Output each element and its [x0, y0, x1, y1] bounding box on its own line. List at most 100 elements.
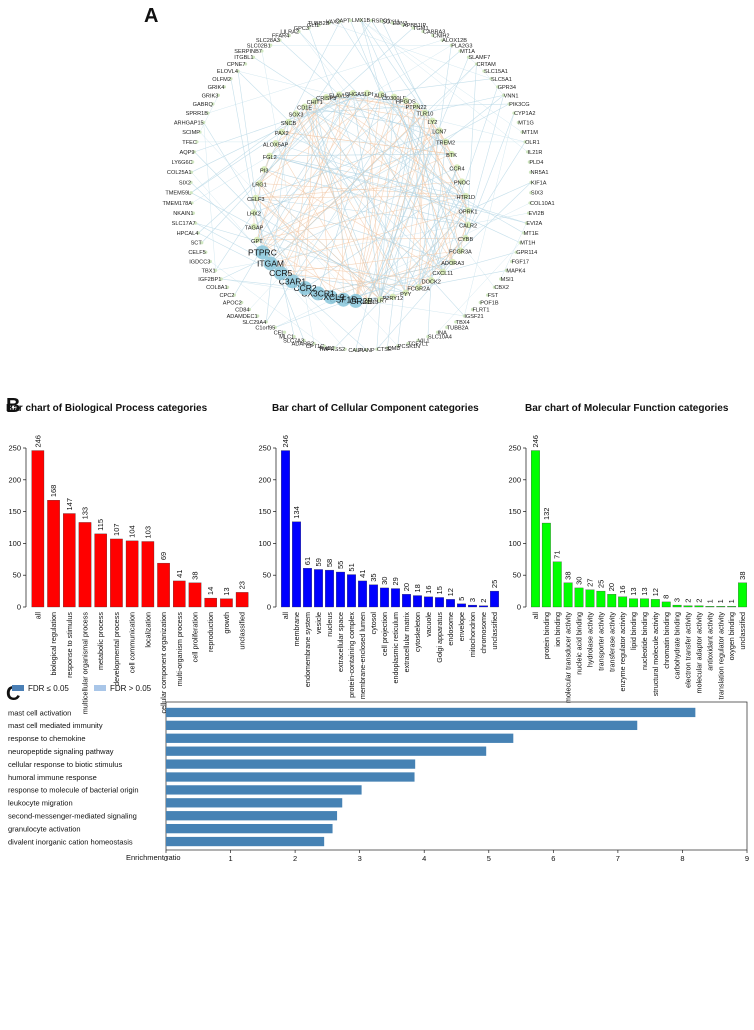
- network-edge: [269, 155, 466, 197]
- network-node: [415, 284, 422, 291]
- network-edge: [298, 31, 495, 288]
- gene-label: GPC3: [294, 26, 309, 32]
- network-node: [260, 49, 264, 53]
- gene-label: COL10A1: [530, 201, 555, 207]
- category-label: nucleotide binding: [640, 612, 649, 670]
- gene-label: SLPI: [361, 92, 374, 98]
- category-label: reproduction: [206, 612, 215, 652]
- enrichment-bar: [166, 798, 343, 808]
- network-node: [298, 281, 313, 296]
- network-edge: [304, 101, 316, 289]
- x-tick-label: 3: [358, 854, 362, 863]
- bar: [585, 589, 595, 608]
- network-edge: [418, 181, 463, 288]
- network-node: [369, 18, 374, 23]
- network-edge: [339, 21, 469, 225]
- network-edge: [376, 261, 453, 350]
- bar: [716, 606, 726, 608]
- gene-label: PIK3CG: [509, 102, 530, 108]
- network-node: [211, 102, 215, 106]
- enrichment-bar-chart: 0 1 2 3 4 5 6 7 8 9 Enrichment ratio mast cell acti…: [8, 701, 749, 863]
- network-node: [428, 277, 435, 284]
- bar: [402, 594, 411, 608]
- gene-label: APOC2: [223, 301, 242, 307]
- network-edge: [352, 93, 444, 273]
- network-node: [216, 93, 220, 97]
- bar: [281, 450, 290, 608]
- network-edge: [304, 106, 524, 234]
- x-tick-label: 5: [487, 854, 491, 863]
- category-label: endosome: [446, 612, 455, 646]
- data-label: 13: [629, 587, 638, 595]
- network-node: [523, 140, 527, 144]
- network-edge: [360, 19, 523, 133]
- network-node: [448, 150, 455, 158]
- gene-label: OPRK1: [459, 210, 478, 216]
- category-label: response to stimulus: [65, 612, 74, 678]
- network-edge: [330, 96, 395, 298]
- bar: [424, 596, 433, 608]
- gene-label: IGF2BP1: [198, 277, 221, 283]
- gene-label: FCGR3A: [449, 250, 472, 256]
- network-node: [208, 259, 212, 264]
- bar: [694, 605, 704, 608]
- category-label: metabolic process: [96, 612, 105, 670]
- gene-label: GPT: [251, 239, 263, 245]
- network-node: [359, 18, 363, 22]
- network-edge: [253, 50, 461, 227]
- network-node: [323, 94, 330, 101]
- data-label: 29: [391, 577, 400, 585]
- network-edge: [367, 57, 469, 301]
- gene-label: RND2: [319, 346, 334, 352]
- y-tick-label: 200: [258, 475, 271, 484]
- network-edge: [295, 113, 381, 300]
- enrichment-bar: [166, 811, 338, 821]
- gene-label: CXCL9: [317, 292, 345, 302]
- gene-label: NR5A1: [530, 170, 548, 176]
- gene-label: CRISP3: [316, 96, 336, 102]
- gene-label: CBX2: [494, 285, 509, 291]
- gene-label: FGL2: [263, 155, 277, 161]
- network-node: [364, 297, 372, 304]
- bar: [336, 571, 345, 608]
- gene-label: ARHGAP15: [174, 120, 204, 126]
- category-label: antioxidant activity: [705, 612, 714, 671]
- data-label: 38: [564, 571, 573, 579]
- network-node: [439, 268, 446, 276]
- network-node: [292, 110, 300, 117]
- gene-label: ELAVL3: [329, 94, 349, 100]
- network-edge: [393, 96, 426, 113]
- bar: [727, 606, 737, 608]
- network-edge: [270, 210, 469, 264]
- data-label: 16: [424, 585, 433, 593]
- network-node: [204, 250, 208, 254]
- category-label: membrane-enclosed lumen: [358, 612, 367, 699]
- gene-label: COL8A1: [206, 285, 227, 291]
- gene-label: LY2: [428, 120, 438, 126]
- data-label: 168: [49, 485, 58, 498]
- network-edge: [280, 250, 461, 274]
- data-label: 61: [303, 557, 312, 565]
- network-node: [200, 241, 204, 245]
- network-edge: [275, 94, 340, 144]
- network-graph: LMX1BRSPO1SOX11EDN3APBB1IPTGM1CABRA3CNIH…: [162, 18, 554, 354]
- network-node: [458, 178, 466, 185]
- category-label: Golgi apparatus: [435, 612, 444, 663]
- y-tick-label: 100: [8, 539, 21, 548]
- gene-label: CCR4: [449, 166, 464, 172]
- data-label: 30: [575, 577, 584, 585]
- category-label: transporter activity: [596, 612, 605, 671]
- y-tick-label: 150: [8, 507, 21, 516]
- enrichment-bar: [166, 836, 325, 847]
- category-label: extracellular matrix: [402, 612, 411, 673]
- network-node: [364, 348, 368, 352]
- network-edge: [269, 27, 414, 157]
- gene-label: CAPT: [336, 18, 352, 24]
- gene-label: PTPN22: [406, 105, 427, 111]
- bar-chart-molecular-function: Bar chart of Molecular Function categori…: [508, 403, 747, 703]
- y-tick-label: 200: [8, 475, 21, 484]
- network-node: [421, 29, 425, 34]
- network-node: [442, 138, 449, 145]
- gene-label: FLRT1: [473, 307, 490, 313]
- network-node: [336, 292, 351, 307]
